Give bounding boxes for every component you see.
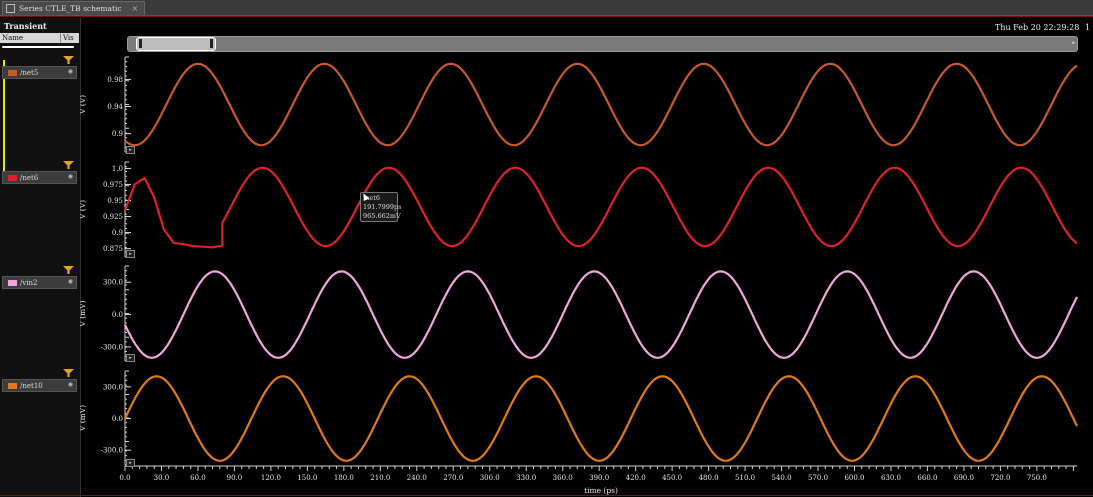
signal-row-net5[interactable]: /net5 ◉: [2, 66, 77, 79]
x-tick-label: 630.0: [881, 474, 901, 482]
signal-label: /net10: [20, 381, 43, 390]
zoom-scrollbar[interactable]: [127, 36, 1078, 52]
y-tick-label: 0.95: [107, 197, 123, 205]
x-tick-label: 270.0: [443, 474, 463, 482]
y-tick-label: -300.0: [101, 343, 123, 351]
tab-title: Series CTLE_TB schematic: [19, 4, 122, 13]
x-axis-label: time (ps): [584, 486, 618, 495]
filter-icon[interactable]: [63, 369, 74, 377]
y-axis-label: V (mV): [80, 300, 87, 327]
schematic-icon: [6, 4, 15, 13]
y-tick-label: 0.0: [112, 415, 123, 423]
waveform-plot[interactable]: 0.9 0.94 0.98 V (V) 0.875 0.9 0.925 0.95 0.975 1.…: [80, 0, 1093, 497]
x-tick-label: 390.0: [589, 474, 609, 482]
series-line-net10: [124, 375, 1078, 462]
expand-icon[interactable]: ▸: [126, 459, 135, 467]
filter-icon[interactable]: [63, 56, 74, 64]
y-tick-label: 1.0: [112, 165, 123, 173]
swatch-net10: [8, 382, 17, 389]
x-tick-label: 330.0: [516, 474, 536, 482]
x-tick-label: 450.0: [662, 474, 682, 482]
y-tick-label: 0.98: [107, 76, 123, 84]
expand-icon[interactable]: ▸: [126, 146, 135, 154]
y-tick-label: 0.94: [107, 103, 123, 111]
x-tick-label: 90.0: [227, 474, 243, 482]
expand-icon[interactable]: ▸: [126, 250, 135, 258]
x-tick-label: 210.0: [370, 474, 390, 482]
signal-row-net6[interactable]: /net6 ◉: [2, 171, 77, 184]
visibility-icon[interactable]: ◉: [67, 173, 73, 180]
name-column-header[interactable]: Name: [0, 33, 61, 43]
x-tick-label: 480.0: [699, 474, 719, 482]
x-tick-label: 660.0: [917, 474, 937, 482]
y-tick-label: 0.9: [112, 229, 123, 237]
y-axis-label: V (V): [80, 200, 87, 220]
x-tick-label: 570.0: [808, 474, 828, 482]
series-line-net5: [124, 62, 1078, 147]
datestamp: Thu Feb 20 22:29:28: [995, 23, 1080, 32]
visibility-icon[interactable]: ◉: [67, 381, 73, 388]
y-tick-label: 0.975: [103, 181, 123, 189]
column-header: Name Vis: [0, 33, 79, 43]
x-tick-label: 720.0: [990, 474, 1010, 482]
x-tick-label: 120.0: [261, 474, 281, 482]
signal-label: /net6: [20, 173, 39, 182]
tooltip-net: /net6: [363, 194, 380, 202]
x-tick-label: 360.0: [553, 474, 573, 482]
bottom-divider: [0, 495, 1093, 496]
selection-bar: [3, 60, 5, 172]
series-line-net6: [123, 166, 1078, 249]
x-tick-label: 750.0: [1027, 474, 1047, 482]
zoom-handle[interactable]: [136, 37, 216, 51]
series-line-vin2: [124, 270, 1078, 359]
y-tick-label: -300.0: [101, 447, 123, 455]
tooltip-time: 191.7999ps: [363, 203, 402, 211]
y-tick-label: 0.0: [112, 311, 123, 319]
x-tick-label: 0.0: [119, 474, 130, 482]
y-axis-label: V (mV): [80, 405, 87, 432]
y-tick-label: 0.925: [103, 213, 123, 221]
x-tick-label: 60.0: [190, 474, 206, 482]
swatch-net5: [8, 69, 17, 76]
x-tick-label: 30.0: [154, 474, 170, 482]
y-tick-label: 300.0: [103, 383, 123, 391]
cursor-tooltip: /net6 191.7999ps 965.662mV: [360, 192, 402, 222]
visibility-icon[interactable]: ◉: [67, 68, 73, 75]
filter-icon[interactable]: [63, 266, 74, 274]
signal-label: /net5: [20, 68, 39, 77]
schematic-tab[interactable]: Series CTLE_TB schematic ×: [2, 1, 146, 15]
x-tick-label: 180.0: [334, 474, 354, 482]
x-tick-label: 300.0: [480, 474, 500, 482]
header-number: 1: [1085, 23, 1091, 32]
x-tick-label: 690.0: [954, 474, 974, 482]
panel-scrollbar[interactable]: [2, 46, 74, 48]
swatch-vin2: [8, 279, 17, 286]
x-tick-label: 420.0: [626, 474, 646, 482]
y-tick-label: 0.875: [103, 245, 123, 253]
tooltip-value: 965.662mV: [363, 212, 401, 220]
signal-panel: Transient Response Name Vis /net5 ◉ /net…: [0, 18, 81, 497]
visibility-icon[interactable]: ◉: [67, 278, 73, 285]
filter-icon[interactable]: [63, 161, 74, 169]
swatch-net6: [8, 174, 17, 181]
expand-icon[interactable]: ▸: [126, 354, 135, 362]
vis-column-header[interactable]: Vis: [63, 34, 74, 42]
y-axis-label: V (V): [80, 95, 87, 115]
top-divider: [0, 16, 1093, 17]
x-tick-label: 600.0: [844, 474, 864, 482]
zoom-end-icon: •: [1071, 39, 1076, 48]
x-tick-label: 510.0: [735, 474, 755, 482]
y-tick-label: 300.0: [103, 279, 123, 287]
signal-label: /vin2: [20, 278, 38, 287]
x-tick-label: 240.0: [407, 474, 427, 482]
x-tick-label: 150.0: [297, 474, 317, 482]
y-tick-label: 0.9: [112, 130, 123, 138]
x-tick-label: 540.0: [772, 474, 792, 482]
tab-close-icon[interactable]: ×: [131, 4, 139, 13]
signal-row-vin2[interactable]: /vin2 ◉: [2, 276, 77, 289]
signal-row-net10[interactable]: /net10 ◉: [2, 379, 77, 392]
title-bar: Series CTLE_TB schematic ×: [0, 0, 1093, 16]
